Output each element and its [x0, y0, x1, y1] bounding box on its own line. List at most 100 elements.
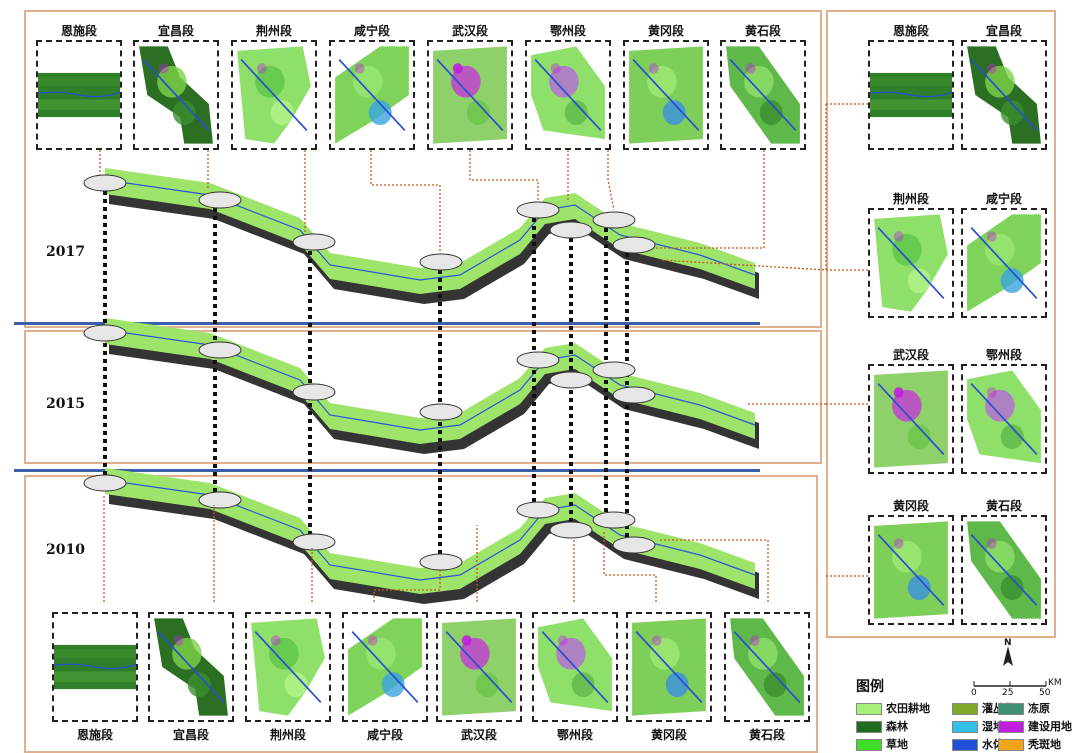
seg-2017-6: 鄂州段	[525, 22, 611, 152]
legend: 图例 农田耕地灌丛带冻原森林湿地建设用地草地水体秃斑地	[842, 666, 1080, 753]
leader-line-12	[373, 568, 441, 602]
marker-2017-5	[516, 201, 560, 219]
seg-2010-2-label: 宜昌段	[172, 728, 209, 742]
legend-item-9: 秃斑地	[998, 736, 1061, 751]
seg-2015-6: 鄂州段	[961, 346, 1047, 476]
seg-2017-4-label: 咸宁段	[353, 24, 390, 38]
seg-2015-5: 武汉段	[868, 346, 954, 476]
legend-label-1: 农田耕地	[886, 702, 930, 715]
seg-2010-8-map	[724, 612, 810, 722]
seg-2015-1-label: 恩施段	[892, 24, 929, 38]
river-strip-2015	[105, 318, 755, 444]
seg-2015-7: 黄冈段	[868, 497, 954, 627]
year-label-2010: 2010	[46, 542, 85, 558]
scale-tick-25: 25	[1002, 688, 1014, 698]
seg-2015-2-map	[961, 40, 1047, 150]
seg-2017-3-label: 荆州段	[255, 24, 292, 38]
seg-2017-1-label: 恩施段	[60, 24, 97, 38]
seg-2010-7: 黄冈段	[626, 612, 712, 742]
leader-line-5	[469, 150, 539, 200]
legend-swatch-4	[856, 721, 882, 733]
seg-2010-3: 荆州段	[245, 612, 331, 742]
marker-2017-2	[198, 191, 242, 209]
north-label: N	[1004, 638, 1012, 648]
seg-2017-8: 黄石段	[720, 22, 806, 152]
seg-2017-4-map	[329, 40, 415, 150]
seg-2017-6-label: 鄂州段	[549, 24, 586, 38]
marker-2015-7	[592, 361, 636, 379]
marker-2015-4	[419, 403, 463, 421]
frame-right-panel	[826, 10, 1056, 638]
marker-2017-1	[83, 174, 127, 192]
scale-tick-50: 50	[1039, 688, 1051, 698]
seg-2017-5-label: 武汉段	[451, 24, 488, 38]
seg-2017-8-label: 黄石段	[744, 24, 781, 38]
marker-2017-7	[592, 211, 636, 229]
marker-2015-1	[83, 324, 127, 342]
marker-2015-3	[292, 383, 336, 401]
seg-2015-5-label: 武汉段	[892, 348, 929, 362]
seg-2015-5-map	[868, 364, 954, 474]
seg-2010-8: 黄石段	[724, 612, 810, 742]
marker-2015-6	[549, 371, 593, 389]
legend-item-4: 森林	[856, 718, 908, 733]
seg-2015-4-label: 咸宁段	[985, 192, 1022, 206]
seg-2017-3: 荆州段	[231, 22, 317, 152]
seg-2015-3: 荆州段	[868, 190, 954, 320]
legend-swatch-2	[952, 703, 978, 715]
marker-2010-3	[292, 533, 336, 551]
seg-2015-4-map	[961, 208, 1047, 318]
seg-2015-6-label: 鄂州段	[985, 348, 1022, 362]
legend-swatch-9	[998, 739, 1024, 751]
seg-2010-3-map	[245, 612, 331, 722]
legend-label-9: 秃斑地	[1028, 738, 1061, 751]
legend-label-3: 冻原	[1028, 702, 1050, 715]
seg-2017-1: 恩施段	[36, 22, 122, 152]
seg-2017-6-map	[525, 40, 611, 150]
year-label-2017: 2017	[46, 244, 85, 260]
river-strip-2010	[105, 468, 755, 594]
marker-2015-8	[612, 386, 656, 404]
seg-2010-5-label: 武汉段	[460, 728, 497, 742]
seg-2017-5: 武汉段	[427, 22, 513, 152]
legend-label-4: 森林	[886, 720, 908, 733]
seg-2017-7-map	[623, 40, 709, 150]
legend-label-7: 草地	[886, 738, 908, 751]
seg-2010-5: 武汉段	[436, 612, 522, 742]
legend-item-8: 水体	[952, 736, 1004, 751]
river-strip-2017	[105, 168, 755, 294]
marker-2015-2	[198, 341, 242, 359]
marker-2010-7	[592, 511, 636, 529]
seg-2010-6-label: 鄂州段	[556, 728, 593, 742]
seg-2015-7-map	[868, 515, 954, 625]
leader-line-8	[654, 150, 765, 249]
divider-top	[14, 322, 760, 325]
legend-label-6: 建设用地	[1028, 720, 1072, 733]
legend-swatch-1	[856, 703, 882, 715]
legend-title: 图例	[856, 679, 884, 695]
seg-2010-2: 宜昌段	[148, 612, 234, 742]
seg-2017-4: 咸宁段	[329, 22, 415, 152]
legend-swatch-3	[998, 703, 1024, 715]
seg-2015-4: 咸宁段	[961, 190, 1047, 320]
marker-2017-8	[612, 236, 656, 254]
seg-2015-2: 宜昌段	[961, 22, 1047, 152]
seg-2010-7-map	[626, 612, 712, 722]
seg-2017-2-label: 宜昌段	[157, 24, 194, 38]
seg-2010-4: 咸宁段	[342, 612, 428, 742]
seg-2015-1: 恩施段	[868, 22, 954, 152]
frame-2015	[24, 330, 822, 464]
marker-2010-2	[198, 491, 242, 509]
scale-tick-0: 0	[971, 688, 977, 698]
seg-2015-8-map	[961, 515, 1047, 625]
leader-line-7	[607, 150, 615, 211]
marker-2010-1	[83, 474, 127, 492]
seg-2010-6-map	[532, 612, 618, 722]
seg-2015-6-map	[961, 364, 1047, 474]
seg-2010-1: 恩施段	[52, 612, 138, 742]
seg-2010-8-label: 黄石段	[748, 728, 785, 742]
frame-2017	[24, 10, 822, 328]
seg-2015-7-label: 黄冈段	[892, 499, 929, 513]
seg-2017-5-map	[427, 40, 513, 150]
